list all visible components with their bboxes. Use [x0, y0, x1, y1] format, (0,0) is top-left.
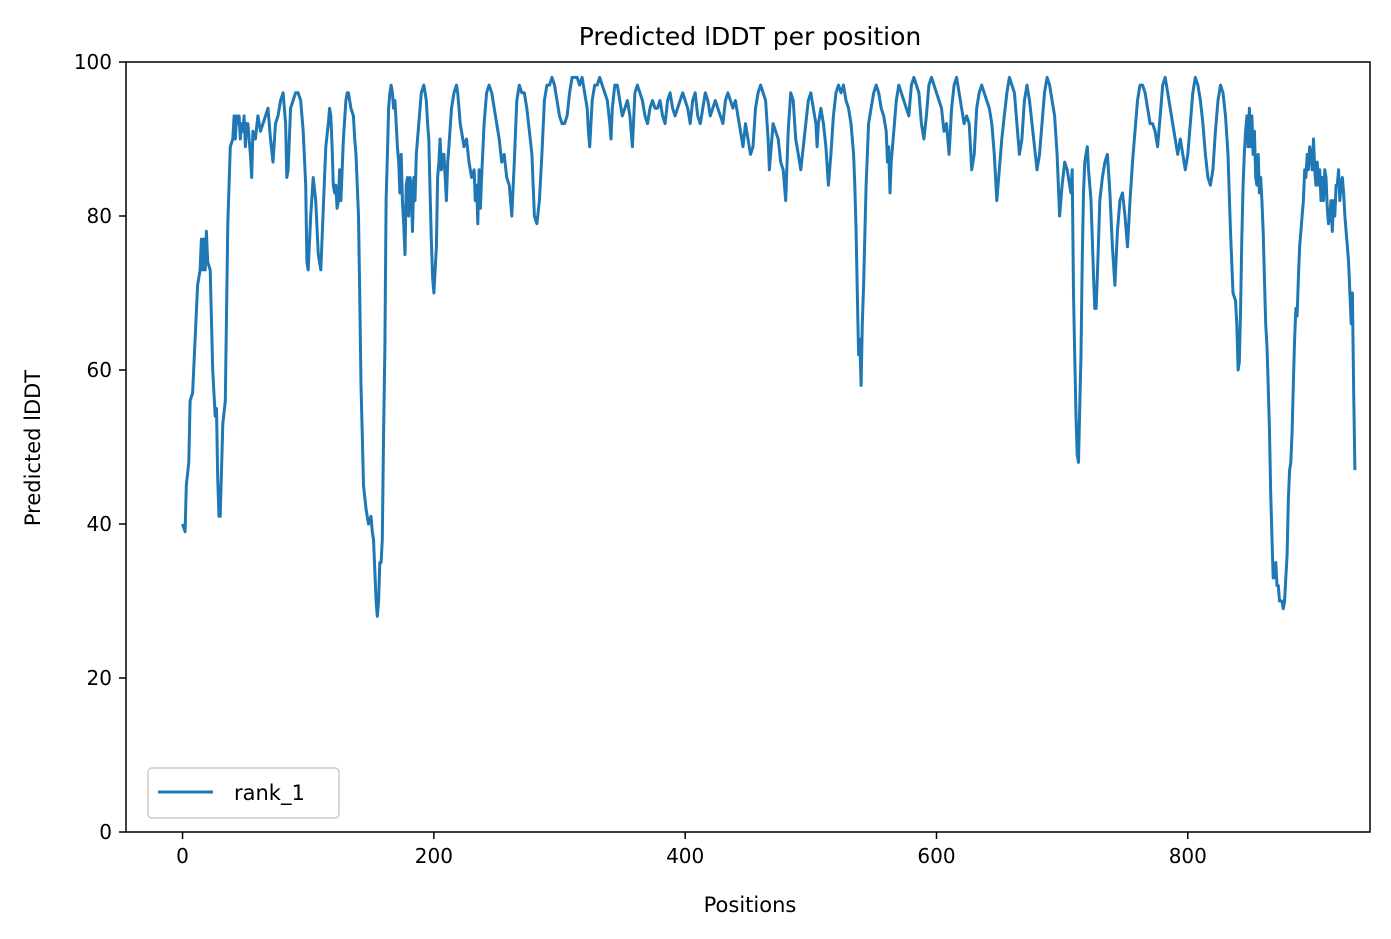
- x-axis-title: Positions: [704, 893, 797, 917]
- y-tick-label: 100: [74, 50, 112, 74]
- x-tick-label: 800: [1169, 844, 1207, 868]
- x-tick-label: 0: [176, 844, 189, 868]
- legend-box: [147, 767, 340, 819]
- y-axis-title: Predicted lDDT: [21, 370, 45, 526]
- y-tick-label: 20: [87, 666, 112, 690]
- x-tick-label: 400: [666, 844, 704, 868]
- series-line-rank-1: [181, 75, 1357, 618]
- y-axis-ticks: 0 20 40 60 80 100: [74, 50, 126, 844]
- x-tick-label: 200: [415, 844, 453, 868]
- legend-label-rank-1: rank_1: [234, 781, 305, 806]
- chart-title: Predicted lDDT per position: [579, 22, 921, 51]
- y-tick-label: 0: [99, 820, 112, 844]
- plot-area: [181, 75, 1357, 618]
- x-tick-label: 600: [917, 844, 955, 868]
- y-tick-label: 60: [87, 358, 112, 382]
- x-axis-ticks: 0 200 400 600 800: [176, 832, 1207, 868]
- axes-frame: [125, 61, 1371, 833]
- y-tick-label: 80: [87, 204, 112, 228]
- y-tick-label: 40: [87, 512, 112, 536]
- legend: rank_1: [147, 767, 340, 819]
